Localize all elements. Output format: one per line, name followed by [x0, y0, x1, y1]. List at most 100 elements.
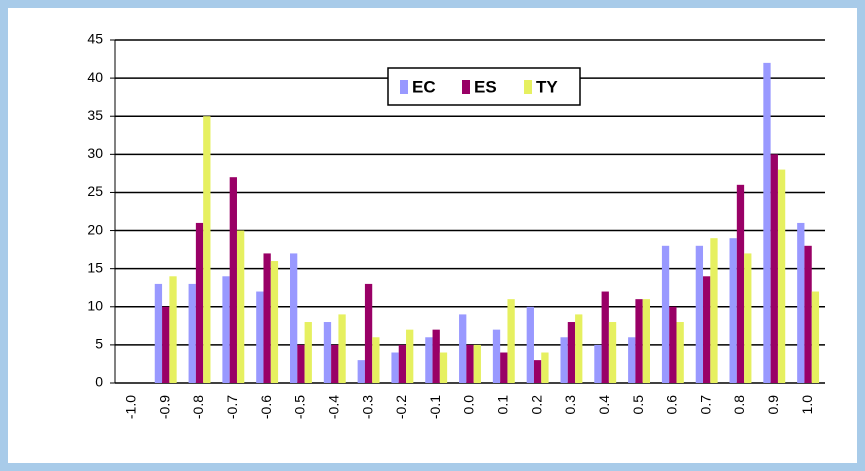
bar — [154, 283, 163, 383]
bar — [500, 352, 508, 383]
legend-label: TY — [536, 77, 558, 96]
bar — [811, 291, 820, 383]
y-tick-label: 25 — [87, 183, 103, 199]
y-tick-label: 5 — [95, 336, 103, 352]
x-tick-label: 0.9 — [765, 395, 781, 415]
bar — [703, 276, 711, 383]
bar — [203, 116, 211, 383]
bar — [507, 299, 515, 383]
bar — [364, 283, 373, 383]
bar — [425, 337, 433, 383]
bar — [256, 291, 264, 383]
x-tick-label: -0.4 — [325, 395, 341, 419]
bar — [398, 344, 407, 383]
bar — [290, 253, 298, 383]
x-tick-label: -0.6 — [258, 395, 274, 419]
bar — [466, 344, 474, 383]
bar — [372, 337, 380, 383]
x-tick-label: -0.7 — [224, 395, 240, 419]
bar — [270, 261, 279, 383]
x-tick-label: -0.8 — [190, 395, 206, 419]
bar — [263, 253, 271, 383]
x-tick-label: -0.1 — [427, 395, 443, 419]
bar — [729, 238, 737, 383]
x-tick-label: 0.4 — [596, 395, 612, 415]
bar — [162, 306, 170, 383]
y-tick-label: 40 — [87, 69, 103, 85]
bar — [222, 276, 230, 383]
bar — [661, 245, 670, 383]
y-tick-label: 35 — [87, 107, 103, 123]
legend-swatch — [524, 80, 532, 94]
bar — [229, 177, 237, 383]
bar — [432, 329, 440, 383]
bar — [391, 352, 399, 383]
bar — [188, 283, 196, 383]
bar — [323, 322, 332, 383]
x-tick-label: 0.6 — [664, 395, 680, 415]
y-tick-label: 20 — [87, 221, 103, 237]
x-tick-label: -0.9 — [156, 395, 172, 419]
bar — [575, 314, 583, 383]
x-tick-label: 0.3 — [562, 395, 578, 415]
bar — [804, 245, 812, 383]
bar — [642, 299, 650, 383]
bar — [770, 154, 778, 383]
x-tick-label: 1.0 — [799, 395, 815, 415]
bar — [628, 337, 636, 383]
y-tick-label: 0 — [95, 374, 103, 390]
bar — [777, 169, 786, 383]
legend-label: EC — [412, 77, 436, 96]
bar — [797, 222, 805, 383]
bar — [357, 360, 365, 383]
bar — [541, 352, 549, 383]
x-tick-label: -0.2 — [393, 395, 409, 419]
x-tick-label: -0.3 — [359, 395, 375, 419]
bar — [594, 344, 602, 383]
bar — [635, 299, 643, 383]
bar — [601, 291, 609, 383]
y-tick-label: 45 — [87, 31, 103, 47]
legend-swatch — [400, 80, 408, 94]
x-tick-label: 0.0 — [461, 395, 477, 415]
bar — [338, 314, 346, 383]
bar — [676, 322, 684, 383]
bar — [492, 329, 501, 383]
x-tick-label: 0.1 — [495, 395, 511, 415]
bar — [567, 322, 576, 383]
y-tick-label: 15 — [87, 259, 103, 275]
bar — [669, 306, 677, 383]
bar — [459, 314, 467, 383]
bar — [533, 360, 542, 383]
legend-box — [387, 67, 581, 106]
bar — [763, 62, 771, 383]
legend-label: ES — [474, 77, 497, 96]
bar — [710, 238, 718, 383]
bar — [169, 276, 177, 383]
x-tick-label: 0.5 — [630, 395, 646, 415]
bar — [736, 184, 745, 383]
x-tick-label: 0.2 — [528, 395, 544, 415]
bar — [744, 253, 752, 383]
x-tick-label: 0.7 — [697, 395, 713, 415]
bar — [608, 322, 617, 383]
bar — [695, 245, 704, 383]
bar — [526, 306, 534, 383]
bar — [195, 222, 204, 383]
bar — [236, 230, 245, 383]
x-tick-label: 0.8 — [731, 395, 747, 415]
bar — [331, 344, 339, 383]
bar — [406, 329, 414, 383]
bar — [304, 322, 312, 383]
y-tick-label: 30 — [87, 145, 103, 161]
x-tick-label: -1.0 — [123, 395, 139, 419]
bar — [473, 344, 481, 383]
chart: 0 5 10 15 20 25 30 35 40 45 -1.0 -0.9 -0.8 -0.7 -0.6 -0… — [87, 31, 825, 419]
y-tick-label: 10 — [87, 297, 103, 313]
x-tick-label: -0.5 — [292, 395, 308, 419]
bar — [297, 344, 305, 383]
legend-swatch — [462, 80, 470, 94]
bar — [439, 352, 448, 383]
bar — [560, 337, 568, 383]
